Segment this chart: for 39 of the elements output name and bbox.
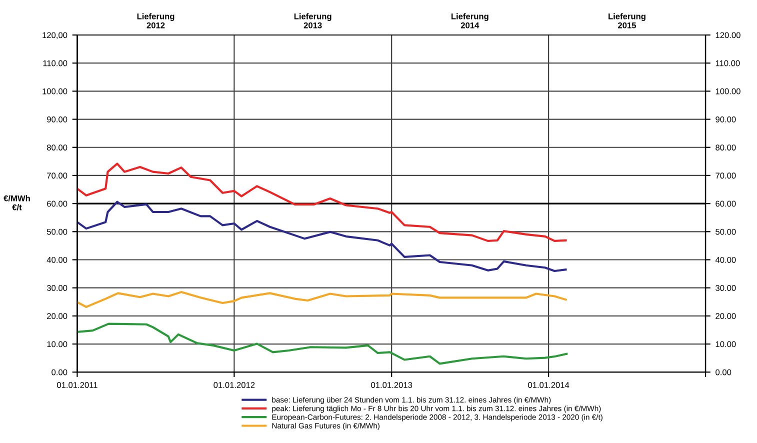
y-tick-label: 50.00	[46, 228, 68, 235]
y2-tick-label: 80.00	[716, 144, 736, 150]
y2-tick-label: 40.00	[715, 256, 736, 263]
text: Lieferung 2015	[608, 13, 646, 28]
x-tick-label: 01.01.2012	[214, 382, 255, 388]
y2-tick-label: 10.00	[716, 341, 736, 348]
y2-tick-label: 0.00	[716, 369, 732, 376]
text: Lieferung 2013	[294, 13, 332, 28]
y2-tick-label: 100.00	[716, 88, 740, 94]
y2-tick-label: 120.00	[716, 32, 740, 38]
x-tick-label: 01.01.2013	[371, 382, 412, 388]
y2-tick-label: 70.00	[716, 172, 736, 179]
y2-tick-label: 90.00	[716, 116, 736, 122]
y2-tick-label: 30.00	[716, 285, 736, 291]
y-tick-label: 70.00	[47, 172, 68, 179]
y-tick-label: 40.00	[46, 256, 68, 263]
line-series	[77, 322, 568, 365]
y-tick-label: 60.00	[47, 200, 68, 207]
y-tick-label: 80.00	[47, 144, 68, 150]
y-tick-label: 100.00	[42, 88, 68, 94]
y2-tick-label: 60.00	[716, 200, 736, 207]
line-series	[77, 200, 567, 272]
y-tick-label: 0.00	[52, 369, 68, 376]
y2-tick-label: 50.00	[716, 228, 736, 235]
y-axis-title: €/MWh €/t	[4, 195, 30, 210]
x-tick-label: 01.01.2014	[528, 382, 570, 388]
line-series	[77, 291, 567, 308]
y2-tick-label: 20.00	[716, 313, 736, 320]
y-tick-label: 90.00	[47, 116, 68, 122]
x-tick-label: 01.01.2011	[56, 382, 98, 388]
y-tick-label: 110.00	[43, 60, 68, 66]
y-tick-label: 10.00	[47, 341, 68, 348]
y-tick-label: 120,00	[42, 32, 68, 40]
y-tick-label: 30.00	[46, 285, 68, 291]
y2-tick-label: 110.00	[716, 60, 740, 66]
line-series	[77, 162, 567, 242]
text: Lieferung 2014	[451, 13, 488, 28]
y-tick-label: 20.00	[47, 313, 68, 320]
text: Lieferung 2012	[137, 13, 174, 28]
